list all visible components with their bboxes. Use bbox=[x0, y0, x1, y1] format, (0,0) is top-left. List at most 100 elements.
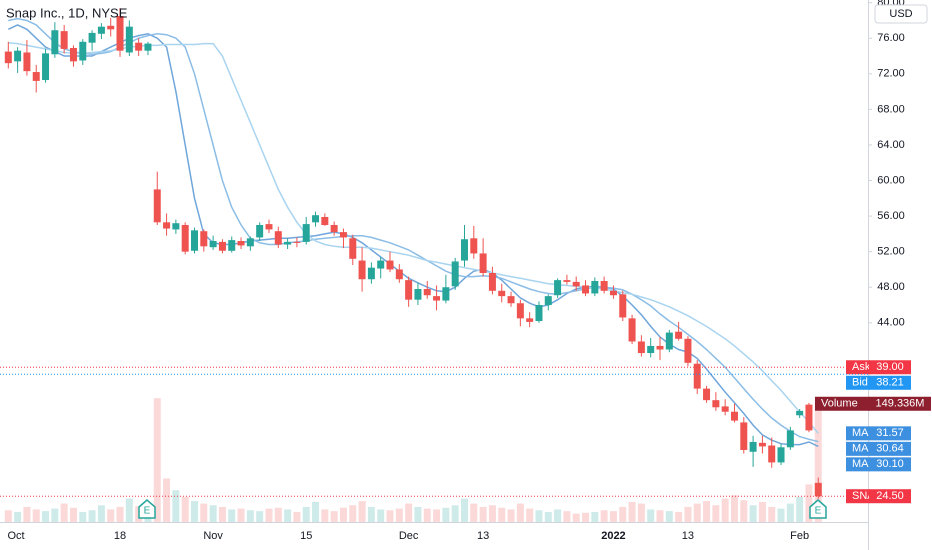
candle-body bbox=[256, 224, 264, 238]
x-tick-label: 13 bbox=[682, 530, 694, 542]
price-label-name-box bbox=[815, 396, 870, 411]
ma-line bbox=[8, 41, 819, 434]
candle-body bbox=[200, 231, 208, 247]
price-label-name-box bbox=[846, 360, 870, 375]
volume-bar bbox=[451, 505, 459, 522]
volume-bar bbox=[32, 509, 40, 522]
earnings-label[interactable]: E bbox=[144, 506, 151, 517]
volume-bar bbox=[423, 508, 431, 522]
volume-bar bbox=[805, 484, 813, 522]
volume-bar bbox=[349, 505, 357, 522]
price-label-name: MA bbox=[852, 427, 869, 439]
candle-body bbox=[51, 30, 59, 55]
earnings-marker[interactable]: E bbox=[138, 499, 156, 519]
ma-line bbox=[8, 17, 819, 443]
volume-bar bbox=[684, 506, 692, 522]
candle-body bbox=[246, 238, 254, 247]
volume-bar bbox=[628, 501, 636, 522]
volume-bar bbox=[414, 506, 422, 522]
candle-body bbox=[582, 285, 590, 294]
candle-body bbox=[451, 261, 459, 287]
candle-body bbox=[777, 447, 785, 463]
y-tick-label: 64.00 bbox=[877, 139, 905, 151]
candle-body bbox=[526, 318, 534, 322]
currency[interactable]: USD bbox=[889, 8, 912, 20]
volume-bar bbox=[433, 509, 441, 522]
price-label-value: 31.57 bbox=[876, 427, 904, 439]
volume-bar bbox=[69, 507, 77, 522]
chart-title: Snap Inc., 1D, NYSE bbox=[6, 5, 128, 20]
volume-bar bbox=[172, 490, 180, 522]
candle-body bbox=[535, 305, 543, 322]
candle-body bbox=[172, 223, 180, 230]
y-tick-label: 80.00 bbox=[877, 0, 905, 9]
volume-bar bbox=[330, 511, 338, 522]
volume-bar bbox=[712, 505, 720, 522]
volume-bar bbox=[200, 503, 208, 522]
volume-bar bbox=[312, 501, 320, 522]
candle-body bbox=[209, 240, 217, 248]
candle-body bbox=[786, 430, 794, 448]
candle-body bbox=[302, 224, 310, 242]
y-tick-label: 60.00 bbox=[877, 174, 905, 186]
volume-bar bbox=[321, 509, 329, 522]
candle-body bbox=[637, 341, 645, 354]
candle-body bbox=[442, 287, 450, 301]
volume-bar bbox=[107, 509, 115, 522]
volume-bar bbox=[749, 505, 757, 522]
price-label-name: MA bbox=[852, 458, 869, 470]
volume-bar bbox=[796, 496, 804, 522]
currency-box[interactable] bbox=[874, 4, 928, 24]
earnings-marker[interactable]: E bbox=[809, 499, 827, 519]
volume-bar bbox=[470, 503, 478, 522]
y-tick-label: 72.00 bbox=[877, 68, 905, 80]
price-label-name-box bbox=[846, 375, 870, 390]
candle-body bbox=[665, 332, 673, 350]
candle-body bbox=[88, 32, 96, 43]
candle-body bbox=[498, 290, 506, 297]
candle-body bbox=[125, 26, 133, 53]
volume-bar bbox=[265, 508, 273, 522]
candle-body bbox=[116, 16, 124, 51]
candle-body bbox=[563, 280, 571, 282]
volume-bar bbox=[116, 506, 124, 522]
candle-body bbox=[181, 224, 189, 252]
volume-bar bbox=[442, 507, 450, 522]
ma-layer bbox=[7, 17, 819, 448]
candle-body bbox=[237, 240, 245, 246]
volume-bar bbox=[768, 506, 776, 522]
x-tick-label: Nov bbox=[203, 530, 223, 542]
price-label-name-box bbox=[846, 426, 870, 441]
volume-bar bbox=[284, 509, 292, 522]
candle-body bbox=[740, 422, 748, 450]
price-label-name-box bbox=[846, 489, 870, 504]
volume-bar bbox=[647, 509, 655, 522]
volume-bar bbox=[516, 503, 524, 522]
candle-body bbox=[32, 72, 40, 81]
candle-body bbox=[507, 296, 515, 304]
price-label-name-box bbox=[846, 441, 870, 456]
candle-body bbox=[135, 42, 143, 51]
price-label-value-box bbox=[869, 457, 911, 472]
candle-body bbox=[554, 280, 562, 296]
candle-body bbox=[805, 404, 813, 431]
volume-bar bbox=[42, 511, 50, 522]
earnings-label[interactable]: E bbox=[815, 506, 822, 517]
price-label-value-box bbox=[869, 360, 911, 375]
x-tick-label: 15 bbox=[300, 530, 312, 542]
candle-body bbox=[367, 267, 375, 280]
candle-body bbox=[284, 241, 292, 245]
price-label-name: MA bbox=[852, 443, 869, 455]
candle-body bbox=[377, 260, 385, 269]
candle-body bbox=[228, 240, 236, 251]
volume-bar bbox=[609, 511, 617, 522]
volume-bar bbox=[246, 510, 254, 522]
volume-bar bbox=[60, 503, 68, 522]
candle-body bbox=[619, 294, 627, 318]
volume-bar bbox=[51, 508, 59, 522]
price-label-value-box bbox=[869, 489, 911, 504]
candle-body bbox=[572, 281, 580, 287]
candle-layer bbox=[4, 8, 822, 499]
volume-bar bbox=[293, 511, 301, 522]
volume-bar bbox=[218, 506, 226, 522]
